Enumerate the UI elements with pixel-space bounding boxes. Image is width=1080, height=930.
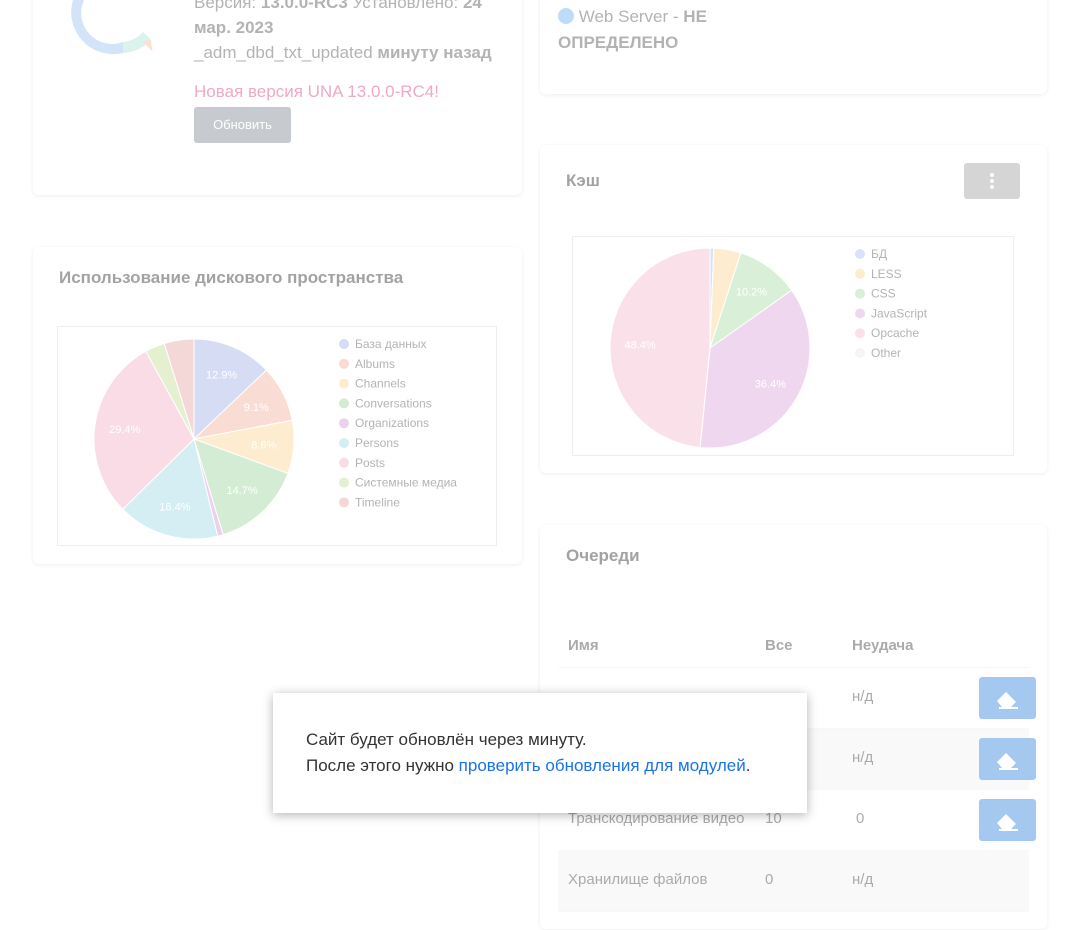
link[interactable]: проверить обновления для модулей bbox=[458, 756, 746, 775]
message: Сайт будет обновлён через минуту. bbox=[306, 730, 587, 749]
message: После этого нужно bbox=[306, 756, 459, 775]
message: . bbox=[745, 756, 751, 775]
modal-text: Сайт будет обновлён через минуту. После … bbox=[306, 727, 750, 779]
modal: Сайт будет обновлён через минуту. После … bbox=[273, 693, 807, 813]
